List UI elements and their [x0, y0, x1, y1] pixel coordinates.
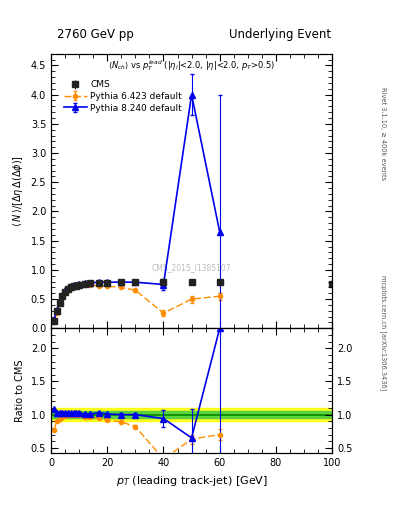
- Text: $\langle N_{ch}\rangle$ vs $p_T^{lead}$ ($|\eta_l|$<2.0, $|\eta|$<2.0, $p_T$>0.5: $\langle N_{ch}\rangle$ vs $p_T^{lead}$ …: [108, 58, 275, 73]
- Text: Underlying Event: Underlying Event: [229, 28, 331, 41]
- Bar: [51, 408, 332, 421]
- Y-axis label: $\langle\,N\,\rangle/[\Delta\eta\,\Delta(\Delta\phi)]$: $\langle\,N\,\rangle/[\Delta\eta\,\Delta…: [11, 155, 25, 227]
- Y-axis label: Ratio to CMS: Ratio to CMS: [15, 359, 25, 422]
- Legend: CMS, Pythia 6.423 default, Pythia 8.240 default: CMS, Pythia 6.423 default, Pythia 8.240 …: [64, 80, 182, 113]
- Text: mcplots.cern.ch [arXiv:1306.3436]: mcplots.cern.ch [arXiv:1306.3436]: [380, 275, 387, 391]
- Text: 2760 GeV pp: 2760 GeV pp: [57, 28, 134, 41]
- Text: CMS_2015_I1385107: CMS_2015_I1385107: [152, 263, 231, 272]
- Bar: [51, 411, 332, 418]
- Text: Rivet 3.1.10, ≥ 400k events: Rivet 3.1.10, ≥ 400k events: [380, 87, 386, 180]
- X-axis label: $p_T$ (leading track-jet) [GeV]: $p_T$ (leading track-jet) [GeV]: [116, 474, 268, 487]
